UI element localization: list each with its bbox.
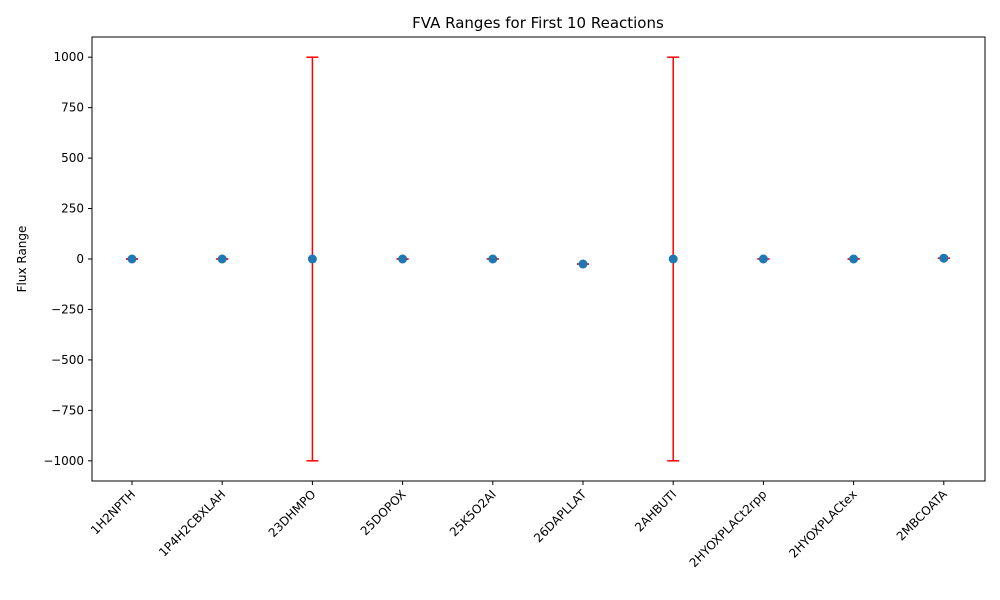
data-point — [939, 253, 949, 263]
y-tick-label: −750 — [51, 403, 84, 417]
y-tick-label: −500 — [51, 353, 84, 367]
data-point — [578, 259, 588, 269]
y-tick-label: 500 — [61, 151, 84, 165]
y-tick-label: 750 — [61, 101, 84, 115]
y-tick-label: 1000 — [53, 50, 84, 64]
data-point — [849, 254, 859, 264]
data-point — [758, 254, 768, 264]
data-point — [127, 254, 137, 264]
data-point — [398, 254, 408, 264]
data-point — [307, 254, 317, 264]
data-point — [668, 254, 678, 264]
y-tick-label: −1000 — [43, 454, 84, 468]
data-point — [217, 254, 227, 264]
y-axis-label: Flux Range — [15, 226, 29, 293]
y-tick-label: 0 — [76, 252, 84, 266]
y-tick-label: −250 — [51, 302, 84, 316]
chart-title: FVA Ranges for First 10 Reactions — [412, 14, 664, 32]
data-point — [488, 254, 498, 264]
y-tick-label: 250 — [61, 202, 84, 216]
